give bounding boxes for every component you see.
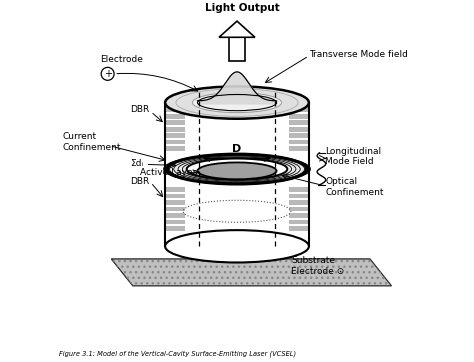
Text: DBR: DBR [130, 105, 149, 114]
Polygon shape [289, 127, 309, 131]
Text: Figure 3.1: Model of the Vertical-Cavity Surface-Emitting Laser (VCSEL): Figure 3.1: Model of the Vertical-Cavity… [59, 350, 296, 357]
Polygon shape [289, 219, 309, 224]
Text: Light Output: Light Output [205, 3, 280, 13]
Polygon shape [289, 194, 309, 198]
Polygon shape [165, 121, 185, 125]
Polygon shape [165, 108, 185, 112]
Ellipse shape [192, 93, 282, 113]
Polygon shape [289, 213, 309, 218]
Text: +: + [104, 69, 112, 79]
Ellipse shape [168, 155, 306, 183]
Ellipse shape [165, 87, 309, 119]
Polygon shape [289, 133, 309, 138]
Polygon shape [289, 121, 309, 125]
Polygon shape [165, 140, 185, 144]
Polygon shape [289, 226, 309, 231]
Polygon shape [165, 194, 185, 198]
Text: Active Layer: Active Layer [140, 168, 196, 177]
Polygon shape [289, 146, 309, 151]
Polygon shape [165, 226, 185, 231]
Polygon shape [165, 219, 185, 224]
Polygon shape [165, 133, 185, 138]
Ellipse shape [187, 159, 287, 180]
Polygon shape [165, 102, 309, 246]
Text: Electrode: Electrode [100, 55, 143, 64]
Ellipse shape [165, 230, 309, 262]
Polygon shape [289, 187, 309, 192]
Polygon shape [289, 207, 309, 211]
Polygon shape [165, 127, 185, 131]
Polygon shape [289, 108, 309, 112]
Text: Transverse Mode field: Transverse Mode field [309, 50, 408, 59]
Text: DBR: DBR [130, 177, 149, 186]
Polygon shape [289, 114, 309, 119]
Polygon shape [165, 213, 185, 218]
Text: Σdᵢ: Σdᵢ [130, 159, 144, 168]
Polygon shape [111, 259, 392, 286]
Ellipse shape [198, 163, 276, 179]
Polygon shape [165, 146, 185, 151]
Text: Longitudinal
Mode Field: Longitudinal Mode Field [325, 147, 381, 166]
Polygon shape [289, 140, 309, 144]
Polygon shape [219, 21, 255, 37]
Polygon shape [165, 187, 185, 192]
Polygon shape [229, 37, 245, 61]
Text: D: D [232, 144, 242, 154]
Text: Optical
Confinement: Optical Confinement [325, 177, 383, 197]
Polygon shape [165, 114, 185, 119]
Text: Current
Confinement: Current Confinement [63, 132, 121, 152]
Text: Substrate
Electrode ⊙: Substrate Electrode ⊙ [291, 256, 344, 276]
Polygon shape [165, 207, 185, 211]
Polygon shape [289, 200, 309, 205]
Polygon shape [165, 200, 185, 205]
